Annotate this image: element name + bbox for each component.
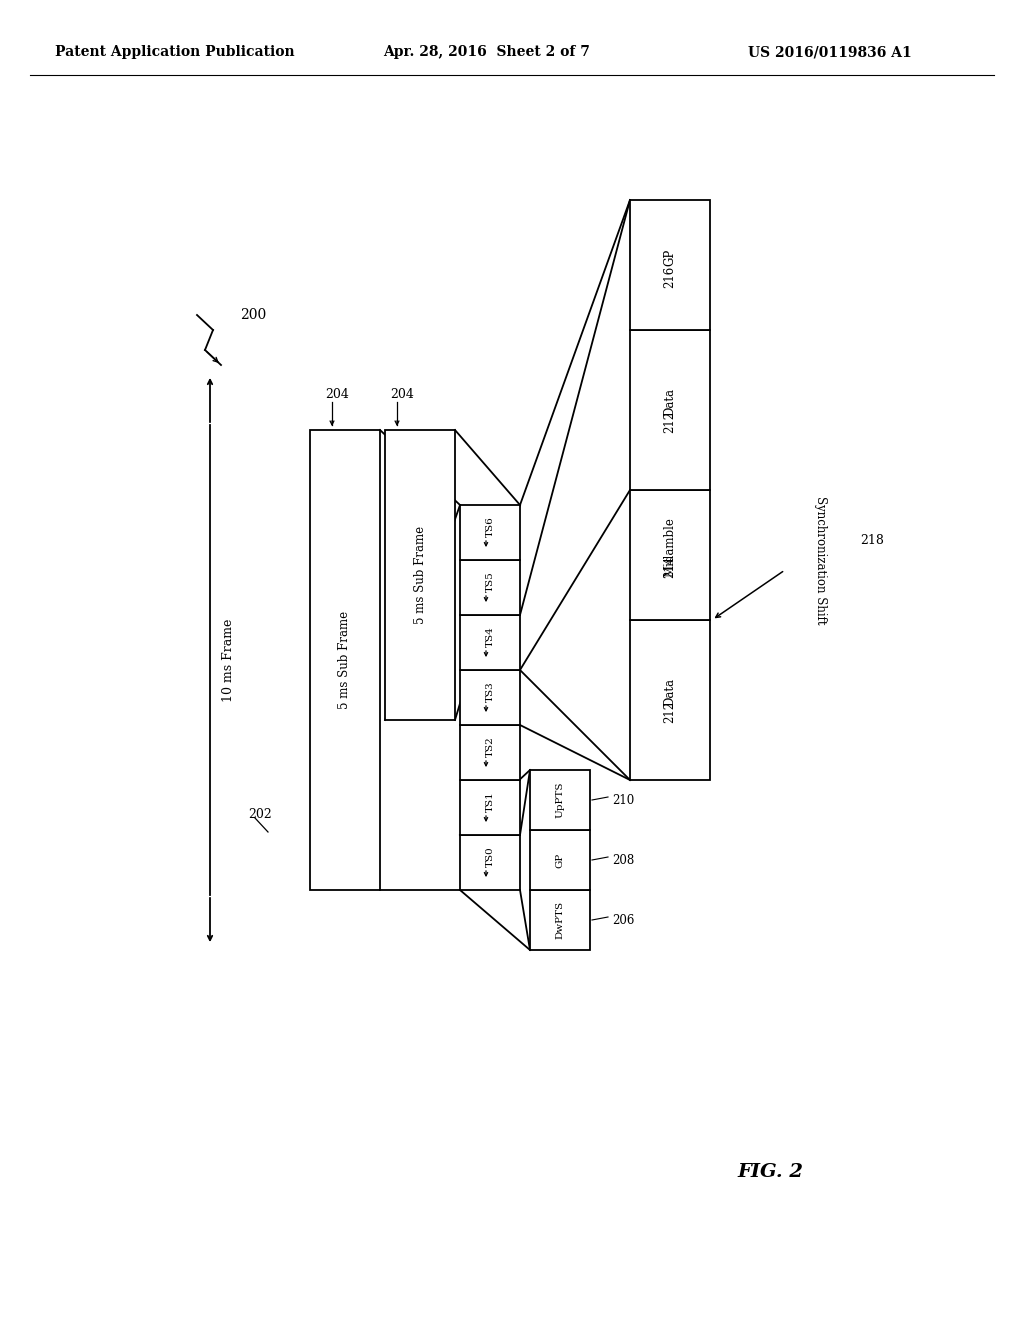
- Text: DwPTS: DwPTS: [555, 902, 564, 939]
- Text: GP: GP: [555, 853, 564, 867]
- Text: 5 ms Sub Frame: 5 ms Sub Frame: [339, 611, 351, 709]
- Text: FIG. 2: FIG. 2: [737, 1163, 803, 1181]
- Bar: [530, 830, 590, 890]
- Bar: [630, 490, 710, 620]
- Text: Apr. 28, 2016  Sheet 2 of 7: Apr. 28, 2016 Sheet 2 of 7: [384, 45, 591, 59]
- Bar: [460, 671, 520, 725]
- Text: TS6: TS6: [485, 516, 495, 537]
- Text: 10 ms Frame: 10 ms Frame: [221, 618, 234, 702]
- Text: GP: GP: [664, 248, 677, 265]
- Text: 202: 202: [248, 808, 271, 821]
- Text: 216: 216: [664, 265, 677, 288]
- Text: TS1: TS1: [485, 791, 495, 812]
- Text: TS3: TS3: [485, 681, 495, 702]
- Text: 208: 208: [612, 854, 634, 866]
- Text: Synchronization Shift: Synchronization Shift: [813, 496, 826, 624]
- Text: 200: 200: [240, 308, 266, 322]
- Bar: [630, 620, 710, 780]
- Text: Data: Data: [664, 388, 677, 416]
- Bar: [530, 890, 590, 950]
- Bar: [630, 201, 710, 330]
- Text: Data: Data: [664, 678, 677, 706]
- Bar: [460, 725, 520, 780]
- Text: 218: 218: [860, 533, 884, 546]
- Text: Patent Application Publication: Patent Application Publication: [55, 45, 295, 59]
- Bar: [630, 330, 710, 490]
- Text: 210: 210: [612, 793, 634, 807]
- Text: UpPTS: UpPTS: [555, 781, 564, 818]
- Text: TS5: TS5: [485, 572, 495, 591]
- Bar: [385, 430, 455, 719]
- Text: 204: 204: [325, 388, 349, 401]
- Text: 212: 212: [664, 701, 677, 723]
- Text: TS4: TS4: [485, 626, 495, 647]
- Bar: [460, 780, 520, 836]
- Bar: [460, 836, 520, 890]
- Text: TS0: TS0: [485, 846, 495, 867]
- Text: Midamble: Midamble: [664, 517, 677, 577]
- Text: 212: 212: [664, 411, 677, 433]
- Text: 204: 204: [390, 388, 414, 401]
- Text: 5 ms Sub Frame: 5 ms Sub Frame: [414, 525, 427, 624]
- Bar: [460, 560, 520, 615]
- Text: US 2016/0119836 A1: US 2016/0119836 A1: [749, 45, 912, 59]
- Bar: [530, 770, 590, 830]
- Text: 206: 206: [612, 913, 635, 927]
- Text: 214: 214: [664, 556, 677, 578]
- Bar: [310, 430, 380, 890]
- Bar: [460, 506, 520, 560]
- Bar: [460, 615, 520, 671]
- Text: TS2: TS2: [485, 737, 495, 756]
